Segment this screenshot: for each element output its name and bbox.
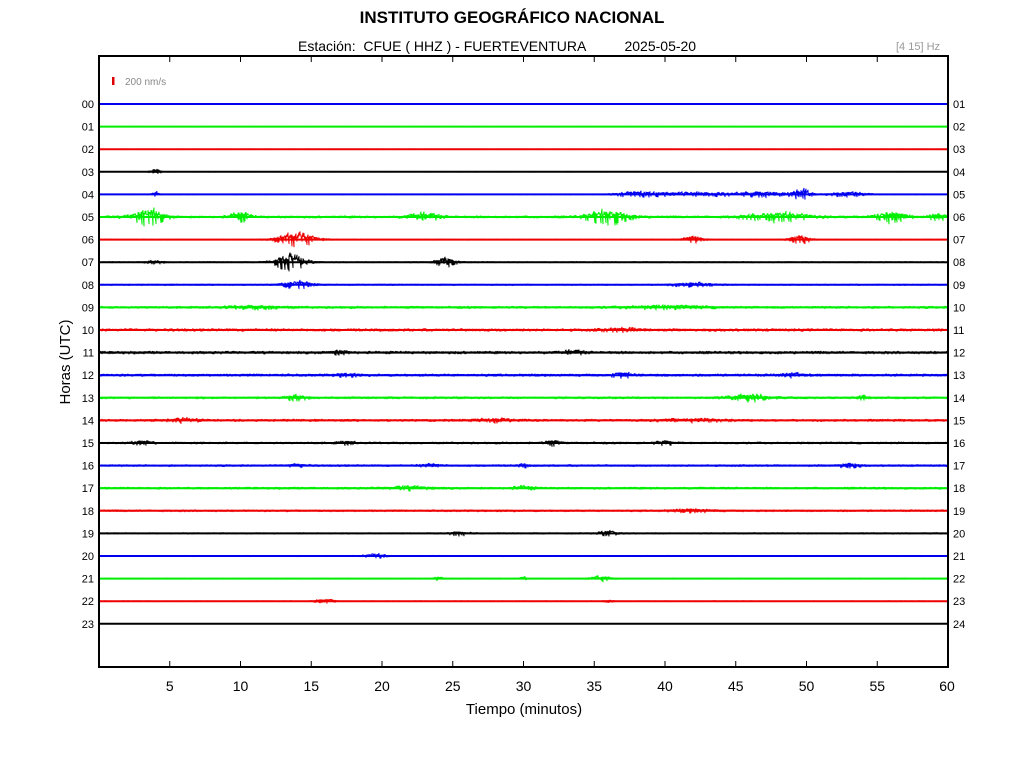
- hour-label-left: 20: [82, 551, 94, 563]
- hour-label-left: 09: [82, 302, 94, 314]
- x-tick-label: 5: [166, 678, 174, 694]
- hour-label-right: 08: [953, 257, 965, 269]
- hour-label-left: 02: [82, 144, 94, 156]
- hour-label-left: 01: [82, 122, 94, 134]
- x-tick-label: 25: [445, 678, 461, 694]
- hour-label-right: 19: [953, 506, 965, 518]
- hour-label-left: 12: [82, 370, 94, 382]
- hour-label-right: 11: [953, 325, 964, 337]
- x-tick-label: 55: [869, 678, 885, 694]
- station-name: CFUE ( HHZ ) - FUERTEVENTURA: [363, 38, 586, 54]
- hour-label-left: 23: [82, 619, 94, 631]
- x-tick-label: 15: [303, 678, 319, 694]
- x-tick-label: 20: [374, 678, 390, 694]
- x-tick-label: 35: [586, 678, 602, 694]
- record-date: 2025-05-20: [624, 38, 697, 54]
- hour-label-left: 04: [82, 189, 94, 201]
- hour-label-left: 15: [82, 438, 94, 450]
- hour-label-left: 22: [82, 596, 94, 608]
- hour-label-right: 16: [953, 438, 965, 450]
- x-tick-label: 30: [516, 678, 532, 694]
- hour-label-left: 07: [82, 257, 94, 269]
- x-tick-label: 60: [939, 678, 955, 694]
- x-tick-label: 40: [657, 678, 673, 694]
- hour-label-right: 07: [953, 235, 965, 247]
- page-title: INSTITUTO GEOGRÁFICO NACIONAL: [359, 8, 665, 27]
- hour-label-left: 08: [82, 280, 94, 292]
- hour-label-left: 10: [82, 325, 94, 337]
- hour-label-right: 10: [953, 302, 965, 314]
- hour-label-right: 12: [953, 348, 965, 360]
- frequency-band: [4 15] Hz: [896, 41, 941, 53]
- x-axis: 5 10 15 20 25 30 35 40 45 50 55 60: [166, 56, 955, 694]
- hour-label-left: 21: [82, 574, 94, 586]
- hour-label-right: 15: [953, 415, 965, 427]
- trace-group: [99, 103, 948, 625]
- hour-label-right: 03: [953, 144, 965, 156]
- hour-label-right: 24: [953, 619, 965, 631]
- hour-label-right: 04: [953, 167, 965, 179]
- hour-label-left: 14: [82, 415, 94, 427]
- hour-label-right: 21: [953, 551, 965, 563]
- hour-label-right: 18: [953, 483, 965, 495]
- scale-bar: 200 nm/s: [112, 77, 166, 88]
- scale-bar-mark: [112, 77, 115, 85]
- hour-label-right: 14: [953, 393, 965, 405]
- station-label: Estación:: [298, 38, 356, 54]
- hour-label-left: 11: [83, 348, 94, 360]
- hour-label-left: 19: [82, 528, 94, 540]
- hour-label-right: 22: [953, 574, 965, 586]
- hour-label-right: 05: [953, 189, 965, 201]
- hour-label-right: 01: [953, 99, 965, 111]
- hour-label-right: 06: [953, 212, 965, 224]
- hour-label-left: 16: [82, 461, 94, 473]
- hour-label-right: 09: [953, 280, 965, 292]
- hour-label-right: 23: [953, 596, 965, 608]
- station-subtitle: Estación: CFUE ( HHZ ) - FUERTEVENTURA 2…: [298, 38, 696, 54]
- hour-label-left: 00: [82, 99, 94, 111]
- hour-label-left: 17: [82, 483, 94, 495]
- x-tick-label: 45: [728, 678, 744, 694]
- scale-bar-label: 200 nm/s: [125, 77, 166, 88]
- x-axis-label: Tiempo (minutos): [466, 701, 582, 718]
- hour-label-right: 13: [953, 370, 965, 382]
- plot-frame: [98, 55, 949, 668]
- x-tick-label: 50: [799, 678, 815, 694]
- hour-label-right: 17: [953, 461, 965, 473]
- hour-label-right: 02: [953, 122, 965, 134]
- hour-label-left: 05: [82, 212, 94, 224]
- hour-label-left: 18: [82, 506, 94, 518]
- right-hour-labels: 01 02 03 04 05 06 07 08 09 10 11 12 13 14 15 16 17 18 19 20…: [953, 99, 965, 631]
- hour-label-right: 20: [953, 528, 965, 540]
- left-hour-labels: 00 01 02 03 04 05 06 07 08 09 10 11 12 13 14 15 16 17 18 19…: [82, 99, 94, 631]
- hour-label-left: 03: [82, 167, 94, 179]
- y-axis-label: Horas (UTC): [57, 319, 74, 404]
- hour-label-left: 13: [82, 393, 94, 405]
- hour-label-left: 06: [82, 235, 94, 247]
- x-tick-label: 10: [233, 678, 249, 694]
